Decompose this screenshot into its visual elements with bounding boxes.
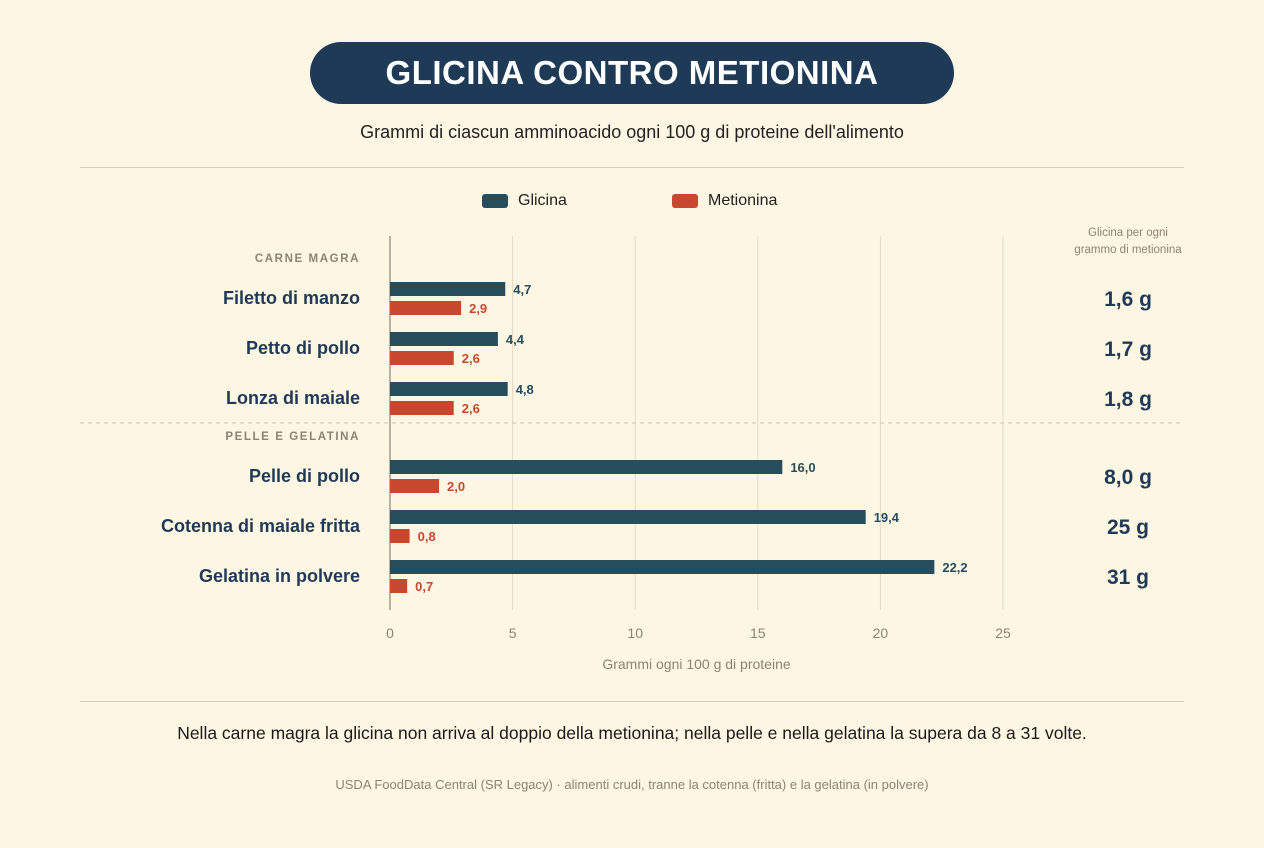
row-label: Gelatina in polvere — [199, 566, 360, 586]
chart-subtitle: Grammi di ciascun amminoacido ogni 100 g… — [360, 122, 904, 142]
group-label: CARNE MAGRA — [255, 253, 360, 265]
bar-glicina — [390, 382, 508, 396]
legend-label-glicina: Glicina — [518, 192, 567, 209]
legend-swatch-metionina — [672, 194, 698, 208]
group-label: PELLE E GELATINA — [225, 431, 360, 443]
bar-metionina — [390, 351, 454, 365]
x-axis-title: Grammi ogni 100 g di proteine — [602, 656, 791, 672]
data-label-metionina: 2,6 — [462, 401, 480, 416]
data-label-metionina: 2,6 — [462, 351, 480, 366]
row-label: Pelle di pollo — [249, 466, 360, 486]
chart-title: GLICINA CONTRO METIONINA — [385, 54, 879, 91]
row-label: Filetto di manzo — [223, 288, 360, 308]
bar-metionina — [390, 579, 408, 593]
data-label-metionina: 2,9 — [469, 301, 487, 316]
data-label-glicina: 19,4 — [874, 510, 900, 525]
row-label: Cotenna di maiale fritta — [161, 516, 361, 536]
bar-glicina — [390, 282, 506, 296]
bar-glicina — [390, 460, 783, 474]
ratio-value: 1,8 g — [1104, 388, 1152, 411]
bar-glicina — [390, 332, 498, 346]
bar-metionina — [390, 401, 454, 415]
bar-metionina — [390, 301, 462, 315]
bar-glicina — [390, 560, 935, 574]
ratio-header-line1: Glicina per ogni — [1088, 227, 1168, 239]
data-label-metionina: 0,7 — [415, 579, 433, 594]
data-label-glicina: 4,8 — [516, 382, 534, 397]
x-tick-label: 25 — [995, 625, 1011, 641]
row-label: Lonza di maiale — [226, 388, 360, 408]
ratio-header-line2: grammo di metionina — [1074, 244, 1182, 256]
data-label-glicina: 4,7 — [513, 282, 531, 297]
legend-item-glicina: Glicina — [482, 192, 567, 210]
data-label-glicina: 22,2 — [942, 560, 967, 575]
data-label-glicina: 4,4 — [506, 332, 525, 347]
ratio-value: 1,6 g — [1104, 288, 1152, 311]
bottom-divider — [80, 701, 1184, 702]
bar-glicina — [390, 510, 866, 524]
x-tick-label: 15 — [750, 625, 766, 641]
legend-label-metionina: Metionina — [708, 192, 778, 209]
ratio-value: 31 g — [1107, 566, 1149, 589]
data-label-metionina: 2,0 — [447, 479, 465, 494]
top-divider — [80, 167, 1184, 168]
x-tick-label: 0 — [386, 625, 394, 641]
ratio-value: 8,0 g — [1104, 466, 1152, 489]
ratio-value: 25 g — [1107, 516, 1149, 539]
chart-caption: Nella carne magra la glicina non arriva … — [177, 723, 1087, 743]
x-tick-label: 10 — [627, 625, 643, 641]
legend-item-metionina: Metionina — [672, 192, 777, 210]
source-note: USDA FoodData Central (SR Legacy) · alim… — [335, 777, 929, 792]
bar-metionina — [390, 529, 410, 543]
bar-metionina — [390, 479, 440, 493]
row-label: Petto di pollo — [246, 338, 360, 358]
x-tick-label: 20 — [873, 625, 889, 641]
legend-swatch-glicina — [482, 194, 508, 208]
data-label-glicina: 16,0 — [790, 460, 815, 475]
x-tick-label: 5 — [509, 625, 517, 641]
data-label-metionina: 0,8 — [418, 529, 436, 544]
ratio-value: 1,7 g — [1104, 338, 1152, 361]
title-banner: GLICINA CONTRO METIONINA — [310, 42, 954, 104]
